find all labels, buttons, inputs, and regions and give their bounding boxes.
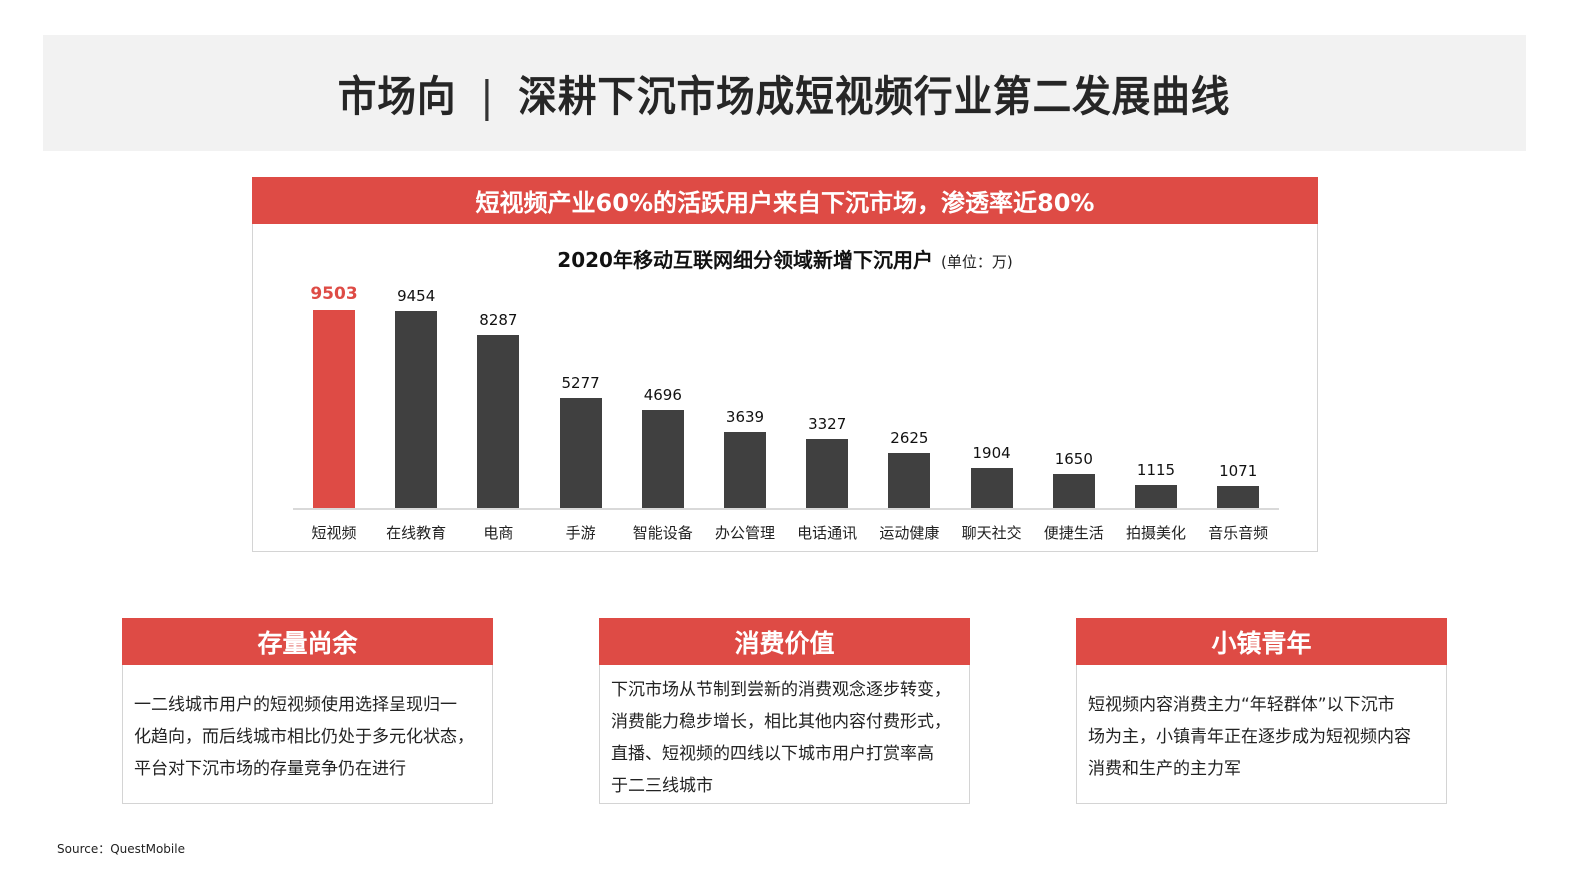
bar	[477, 335, 520, 508]
bar-value-label: 3639	[725, 408, 765, 426]
bar-value-label: 1650	[1054, 450, 1093, 468]
card-title: 小镇青年	[1211, 628, 1312, 658]
x-axis-label: 便捷生活	[1043, 524, 1104, 542]
bar	[970, 468, 1013, 508]
bar-chart-plot: 9503 短视频 9454 在线教育 8287 电商 5277 手游 4696 智能设备 3639 办…	[293, 278, 1279, 542]
card-line: 于二三线城市	[611, 776, 713, 796]
bar-group: 9503	[293, 284, 375, 508]
bar-value-label: 1904	[972, 444, 1011, 462]
bar-value-label: 9503	[310, 284, 358, 304]
bar	[1052, 474, 1095, 508]
bar	[1135, 485, 1177, 508]
card-line: 消费和生产的主力军	[1088, 759, 1241, 779]
bar-group: 3639	[704, 408, 786, 508]
card-body: 下沉市场从节制到尝新的消费观念逐步转变， 消费能力稳步增长，相比其他内容付费形式…	[611, 674, 961, 802]
bar-group: 1071	[1197, 462, 1279, 508]
card-title: 存量尚余	[257, 628, 358, 658]
bar	[724, 432, 766, 508]
bar-value-label: 3327	[808, 415, 847, 433]
x-axis-label: 电商	[483, 524, 514, 542]
bar-group: 4696	[622, 386, 704, 508]
card-body: 短视频内容消费主力“年轻群体”以下沉市 场为主，小镇青年正在逐步成为短视频内容 …	[1088, 689, 1438, 785]
x-axis-label: 短视频	[311, 524, 357, 542]
card-consumption: 消费价值 下沉市场从节制到尝新的消费观念逐步转变， 消费能力稳步增长，相比其他内…	[599, 618, 970, 804]
chart-banner-text: 短视频产业60%的活跃用户来自下沉市场，渗透率近80%	[475, 189, 1095, 217]
card-line: 下沉市场从节制到尝新的消费观念逐步转变，	[611, 680, 951, 700]
card-town-youth: 小镇青年 短视频内容消费主力“年轻群体”以下沉市 场为主，小镇青年正在逐步成为短…	[1076, 618, 1447, 804]
source-note: Source：QuestMobile	[57, 842, 185, 856]
card-line: 场为主，小镇青年正在逐步成为短视频内容	[1088, 727, 1411, 747]
card-line: 消费能力稳步增长，相比其他内容付费形式，	[611, 712, 951, 732]
x-axis-baseline	[293, 508, 1279, 510]
card-header: 存量尚余	[122, 618, 493, 665]
bar-group: 9454	[375, 287, 457, 508]
card-stock: 存量尚余 一二线城市用户的短视频使用选择呈现归一 化趋向，而后线城市相比仍处于多…	[122, 618, 493, 804]
bar-group: 1904	[951, 444, 1033, 508]
card-title: 消费价值	[734, 628, 835, 658]
chart-title-row: 2020年移动互联网细分领域新增下沉用户 (单位：万)	[253, 244, 1317, 273]
card-line: 一二线城市用户的短视频使用选择呈现归一	[134, 695, 457, 715]
x-axis-label: 拍摄美化	[1125, 524, 1186, 542]
bar-group: 8287	[457, 311, 539, 508]
bar-group: 3327	[786, 415, 868, 508]
bar	[641, 410, 684, 508]
x-axis-label: 电话通讯	[797, 524, 858, 542]
bar-value-label: 8287	[479, 311, 518, 329]
header-band: 市场向 | 深耕下沉市场成短视频行业第二发展曲线	[43, 35, 1526, 151]
card-line: 直播、短视频的四线以下城市用户打赏率高	[611, 744, 934, 764]
x-axis-label: 办公管理	[714, 524, 775, 542]
bar-value-label: 9454	[397, 287, 436, 305]
bar-value-label: 2625	[890, 429, 929, 447]
bar	[395, 311, 438, 508]
page-title: 市场向 | 深耕下沉市场成短视频行业第二发展曲线	[338, 63, 1231, 124]
x-axis-label: 音乐音频	[1208, 524, 1269, 542]
bar-group: 2625	[868, 429, 950, 508]
chart-title: 2020年移动互联网细分领域新增下沉用户	[557, 248, 933, 272]
card-header: 小镇青年	[1076, 618, 1447, 665]
x-axis-label: 智能设备	[632, 524, 693, 542]
page-title-section: 市场向	[338, 71, 457, 121]
bar-value-label: 4696	[643, 386, 682, 404]
card-body: 一二线城市用户的短视频使用选择呈现归一 化趋向，而后线城市相比仍处于多元化状态，…	[134, 689, 484, 785]
bar	[888, 453, 931, 508]
bar-value-label: 1071	[1219, 462, 1258, 480]
card-line: 短视频内容消费主力“年轻群体”以下沉市	[1088, 695, 1395, 715]
chart-banner: 短视频产业60%的活跃用户来自下沉市场，渗透率近80%	[252, 177, 1318, 224]
x-axis-label: 聊天社交	[961, 524, 1022, 542]
bar	[1217, 486, 1260, 508]
chart-unit: (单位：万)	[940, 253, 1013, 271]
bar-group: 5277	[540, 374, 622, 508]
bar	[559, 398, 602, 508]
card-header: 消费价值	[599, 618, 970, 665]
bar	[313, 310, 355, 508]
bar	[806, 439, 849, 508]
page-title-main: 深耕下沉市场成短视频行业第二发展曲线	[518, 71, 1231, 121]
x-axis-label: 运动健康	[879, 524, 940, 542]
card-line: 平台对下沉市场的存量竞争仍在进行	[134, 759, 406, 779]
bar-group: 1650	[1033, 450, 1115, 508]
title-separator: |	[480, 71, 495, 121]
x-axis-label: 在线教育	[386, 524, 447, 542]
card-line: 化趋向，而后线城市相比仍处于多元化状态，	[134, 727, 474, 747]
bar-group: 1115	[1115, 461, 1197, 508]
chart-panel: 短视频产业60%的活跃用户来自下沉市场，渗透率近80% 2020年移动互联网细分…	[252, 177, 1318, 552]
x-axis-label: 手游	[565, 524, 596, 542]
bar-value-label: 1115	[1136, 461, 1176, 479]
bar-value-label: 5277	[561, 374, 600, 392]
